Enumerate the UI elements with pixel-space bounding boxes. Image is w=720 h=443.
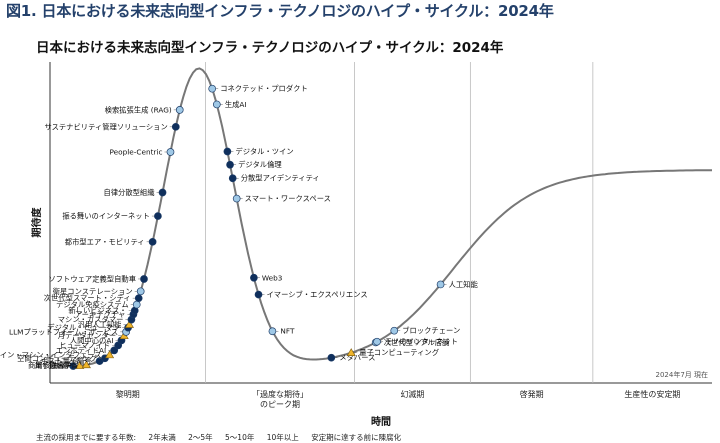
data-point <box>69 362 78 370</box>
point-label: コネクテッド・プロダクト <box>220 84 308 93</box>
point-label: 量子コンピューティング <box>359 348 439 357</box>
data-point <box>327 353 336 362</box>
point-label: 空間コンピューティング <box>17 354 97 363</box>
point-label: サステナビリティ管理ソリューション <box>44 122 167 131</box>
data-point <box>250 273 258 282</box>
point-label: 振る舞いのインターネット <box>62 212 150 221</box>
data-point <box>154 212 162 220</box>
point-label: エンボディドAI <box>56 346 106 355</box>
phase-label: 幻滅期 <box>400 389 424 399</box>
data-point <box>132 300 141 309</box>
data-point <box>346 348 356 357</box>
y-axis-title: 期待度 <box>30 207 43 238</box>
data-point <box>232 194 241 203</box>
point-label: 新しいビジネス・ <box>68 306 126 315</box>
legend-gt10: 10年以上 <box>266 433 299 442</box>
hype-curve <box>63 67 712 368</box>
point-label: LLMプラットフォーム・サービス <box>9 327 118 336</box>
date-note: 2024年7月 現在 <box>656 370 709 379</box>
data-point <box>226 160 234 169</box>
phase-label: 生産性の安定期 <box>624 389 680 399</box>
data-point <box>166 148 175 156</box>
point-label: ポスト量子暗号 <box>41 357 92 366</box>
point-label: メタバース <box>339 353 375 362</box>
data-point <box>223 147 232 156</box>
data-point <box>254 290 263 299</box>
data-point <box>81 360 91 369</box>
point-label: 自律分散型組織 <box>103 188 155 197</box>
point-label: デジタル免疫システム <box>56 300 129 309</box>
legend-2to5: 2～5年 <box>188 433 213 442</box>
data-point <box>136 287 145 296</box>
point-label: ヒューマノイド <box>59 341 110 350</box>
legend: 主流の採用までに要する年数: 2年未満 2～5年 5～10年 10年以上 安定期… <box>36 432 411 443</box>
point-label: 人間中心のAI <box>70 336 114 345</box>
point-label: 生成AI <box>225 100 247 109</box>
point-label: デジタル倫理 <box>238 160 282 169</box>
point-label: イマーシブ・エクスペリエンス <box>267 290 368 299</box>
point-label: デジタル・ツイン <box>235 147 293 156</box>
data-point <box>124 319 134 328</box>
point-label: 次世代型リアル店舗 <box>384 338 450 347</box>
data-point <box>171 122 180 131</box>
point-label: 次世代型スマート・シティ <box>44 294 131 303</box>
figure-title: 図1. 日本における未来志向型インフラ・テクノロジのハイプ・サイクル：2024年 <box>6 2 554 20</box>
data-point <box>390 326 399 335</box>
point-label: 都市型エア・モビリティ <box>65 237 145 246</box>
point-label: 双方向ブレイン・マシン・インタフェース <box>0 350 102 359</box>
data-point <box>175 106 184 114</box>
point-label: 汎用人工知能 <box>78 320 122 329</box>
data-point <box>228 174 237 183</box>
data-point <box>212 100 221 109</box>
x-axis-title: 時間 <box>371 415 391 428</box>
data-point <box>134 294 143 303</box>
point-label: ソフトウェア定義型自動車 <box>48 274 136 283</box>
data-point <box>75 361 85 369</box>
point-label: People-Centric <box>109 147 162 156</box>
data-point <box>105 350 115 359</box>
legend-5to10: 5～10年 <box>225 433 255 442</box>
phase-label: のピーク期 <box>260 400 300 409</box>
data-point <box>268 327 277 336</box>
point-label: 分散型アイデンティティ <box>241 174 320 183</box>
data-point <box>148 237 157 246</box>
point-label: デジタル・ヒューマン <box>47 323 120 332</box>
point-label: 人工知能 <box>449 280 479 289</box>
point-label: Web3 <box>262 273 283 282</box>
point-label: NFT <box>280 327 295 336</box>
phase-label: 啓発期 <box>520 389 544 399</box>
data-point <box>436 280 445 289</box>
point-label: 検索拡張生成 (RAG) <box>105 105 172 114</box>
point-label: LBM <box>50 362 65 371</box>
data-point <box>158 188 167 197</box>
point-label: 商用核融合炉 <box>28 361 72 370</box>
point-label: スマート・ワークスペース <box>245 194 331 203</box>
point-label: アーキテクチャ <box>75 310 126 319</box>
phase-label: 「過度な期待」 <box>252 389 308 399</box>
point-label: ブロックチェーン <box>402 326 460 335</box>
data-point <box>208 84 217 93</box>
point-label: マシン・カスタマー <box>58 315 124 324</box>
legend-lt2: 2年未満 <box>148 433 176 442</box>
data-point <box>110 346 119 355</box>
point-label: 量子機械学習 <box>35 360 79 369</box>
point-label: モノのインターネット <box>385 337 458 346</box>
point-label: 月データセンター <box>58 331 116 340</box>
data-point <box>373 337 381 346</box>
legend-obsolete: 安定期に達する前に陳腐化 <box>311 433 402 442</box>
phase-label: 黎明期 <box>116 389 140 399</box>
chart-title: 日本における未来志向型インフラ・テクノロジのハイプ・サイクル：2024年 <box>36 40 504 56</box>
legend-prefix: 主流の採用までに要する年数: <box>36 433 137 442</box>
data-point <box>140 275 148 283</box>
point-label: 衛星コンステレーション <box>53 287 133 296</box>
